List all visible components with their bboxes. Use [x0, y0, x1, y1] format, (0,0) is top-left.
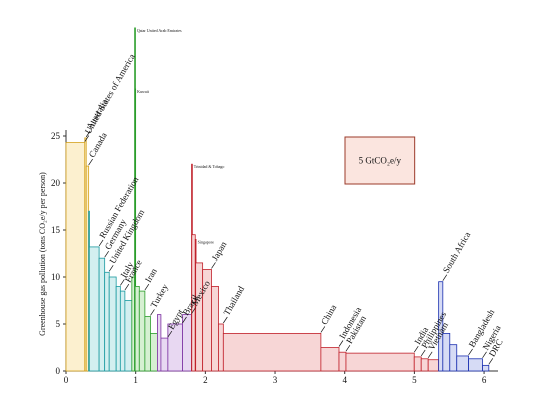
bar	[218, 323, 224, 372]
bar	[104, 271, 110, 372]
label-pointer	[144, 283, 150, 291]
label-pointer	[420, 349, 426, 357]
category-label: Trinidad & Tobago	[194, 164, 225, 169]
bar	[131, 276, 136, 372]
label-pointer	[442, 274, 448, 281]
x-tick-label: 4	[342, 375, 347, 385]
label-pointer	[320, 326, 326, 333]
category-label: China	[319, 303, 338, 327]
label-pointer	[85, 130, 91, 138]
x-tick-label: 6	[482, 375, 487, 385]
bar	[195, 262, 204, 372]
bar	[482, 364, 490, 372]
y-tick-label: 5	[56, 319, 61, 329]
bar	[124, 300, 133, 372]
category-label: Iran	[143, 266, 159, 284]
label-pointer	[211, 262, 216, 269]
label-pointer	[488, 358, 494, 365]
bar	[119, 290, 126, 372]
label-pointer	[413, 345, 419, 353]
bar	[222, 332, 322, 372]
category-label: Qatar United Arab Emirates	[137, 28, 182, 33]
x-tick-label: 1	[133, 375, 138, 385]
category-label: South Africa	[441, 230, 473, 275]
y-tick-label: 25	[51, 131, 61, 141]
bar	[157, 314, 162, 372]
bar	[182, 314, 192, 372]
category-label: Turkey	[149, 282, 171, 310]
label-pointer	[468, 348, 473, 356]
bar	[338, 351, 347, 372]
label-pointer	[345, 345, 351, 352]
x-tick-label: 5	[412, 375, 417, 385]
label-pointer	[98, 239, 104, 247]
bar	[438, 281, 444, 372]
label-pointer	[223, 316, 228, 324]
y-axis-label: Greenhouse gas pollution (tons CO₂e/y pe…	[38, 172, 47, 336]
bar	[160, 337, 169, 372]
label-pointer	[84, 135, 90, 142]
bar	[138, 290, 146, 372]
label-pointer	[482, 351, 487, 358]
bar	[427, 359, 440, 372]
bar	[115, 285, 121, 372]
scale-box	[344, 136, 416, 185]
label-pointer	[124, 283, 130, 291]
label-pointer	[167, 330, 173, 338]
bar	[65, 142, 86, 372]
bar	[98, 257, 106, 372]
bar	[442, 332, 451, 372]
bar	[211, 285, 219, 372]
bar	[144, 316, 151, 372]
scale-box-label: 5 GtCO₂e/y	[359, 156, 402, 166]
label-pointer	[150, 309, 155, 316]
label-pointer	[120, 279, 125, 286]
bar	[449, 344, 458, 372]
bar	[150, 332, 158, 372]
bar	[108, 276, 117, 372]
label-pointer	[191, 307, 196, 314]
label-pointer	[182, 316, 187, 324]
y-tick-label: 15	[51, 225, 61, 235]
category-label: Singapore	[198, 239, 214, 244]
label-pointer	[108, 265, 114, 272]
label-pointer	[427, 351, 433, 358]
bar	[345, 352, 415, 372]
x-tick-label: 3	[273, 375, 278, 385]
bar	[468, 358, 483, 372]
category-label: Kuwait	[137, 89, 150, 94]
y-tick-label: 10	[51, 272, 61, 282]
bar	[456, 355, 469, 372]
x-tick-label: 0	[64, 375, 69, 385]
label-pointer	[338, 340, 344, 347]
label-pointer	[104, 251, 109, 258]
label-pointer	[88, 158, 93, 166]
bar	[88, 246, 100, 372]
bar	[134, 285, 140, 372]
bar	[320, 347, 340, 372]
category-label: Thailand	[221, 284, 246, 317]
y-tick-label: 0	[56, 366, 61, 376]
bar	[167, 323, 183, 372]
bar	[420, 358, 429, 372]
y-tick-label: 20	[51, 178, 61, 188]
x-tick-label: 2	[203, 375, 208, 385]
bar	[413, 356, 422, 372]
